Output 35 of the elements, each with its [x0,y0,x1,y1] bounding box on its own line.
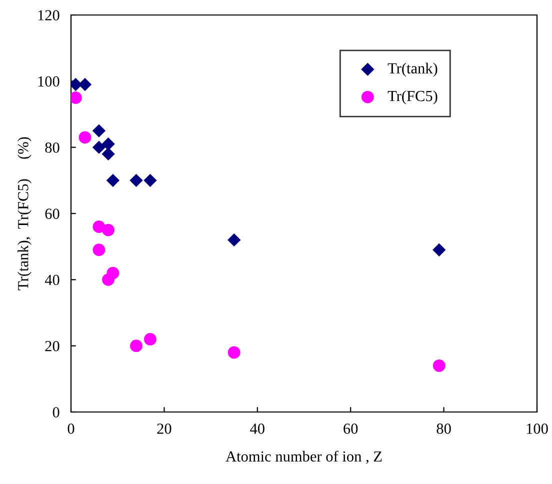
legend-label: Tr(FC5) [388,90,438,104]
x-axis-title: Atomic number of ion , Z [226,450,382,464]
point [228,346,240,359]
point [102,147,115,161]
point [144,174,157,188]
point [92,244,106,256]
x-tick-label: 100 [526,424,548,434]
y-tick-label: 60 [45,208,60,219]
point [432,359,446,372]
point [130,174,143,188]
y-tick-label: 120 [38,10,60,20]
point [78,78,92,92]
x-tick-label: 80 [436,424,451,434]
point [102,224,114,236]
point [106,266,120,280]
point [78,131,92,144]
y-axis-title: Tr(tank), Tr(FC5) (%) [18,137,32,290]
point [92,140,106,154]
point [102,137,115,151]
y-tick-label: 100 [38,76,60,87]
point [228,233,241,247]
y-tick-label: 20 [45,340,60,352]
point [106,174,120,188]
point [92,124,106,138]
x-tick-label: 60 [344,424,358,434]
y-tick-label: 40 [44,274,60,286]
point [432,243,446,256]
y-tick-label: 0 [52,407,60,418]
point [144,333,156,346]
legend-label: Tr(tank) [388,62,438,77]
point [130,340,142,352]
x-tick-label: 40 [250,424,264,434]
x-tick-label: 20 [157,424,172,434]
x-tick-label: 0 [68,424,74,434]
y-tick-label: 80 [45,142,60,153]
